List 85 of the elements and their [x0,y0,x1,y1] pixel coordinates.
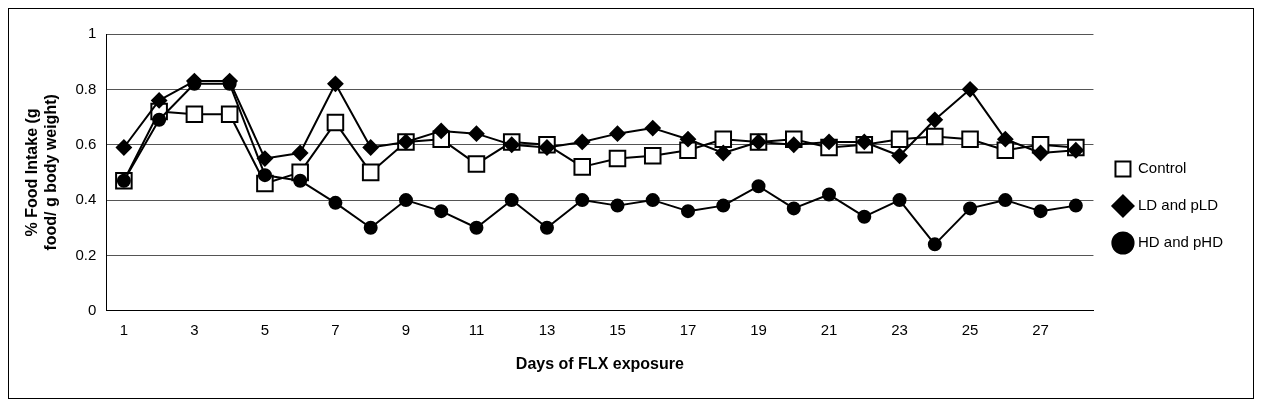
point [293,173,308,188]
point [573,158,592,176]
point [681,204,695,219]
point [892,193,907,208]
y-tick-label: 0.8 [75,79,97,97]
point [714,130,733,148]
point [608,149,627,168]
point [363,220,378,235]
x-tick-label: 13 [538,320,556,338]
point [328,195,343,210]
point [468,125,485,142]
point [643,147,662,165]
point [257,168,272,183]
x-tick-label: 1 [119,320,129,338]
point [115,139,132,156]
point [890,130,909,148]
x-tick-label: 19 [750,320,767,338]
point [716,198,731,213]
point [469,220,484,235]
point [434,204,449,219]
point [1068,198,1083,213]
legend-label: Control [1137,159,1187,177]
y-tick-label: 1 [87,24,97,42]
point [962,81,979,98]
point [151,92,168,109]
x-tick-label: 3 [190,320,199,338]
point [998,193,1013,208]
x-tick-label: 25 [961,320,979,338]
x-tick-label: 27 [1032,320,1049,338]
point [786,201,801,216]
x-tick-label: 9 [401,320,411,338]
point [538,139,555,156]
x-tick-label: 11 [468,320,485,338]
point [927,237,942,252]
point [152,112,167,127]
y-tick-label: 0.4 [75,190,97,208]
point [256,150,273,167]
point [609,125,626,142]
point [644,120,661,137]
y-tick-label: 0.2 [75,245,97,263]
point [926,111,943,128]
point [680,131,696,148]
point [467,155,486,173]
x-tick-label: 17 [679,320,697,338]
x-tick-label: 21 [820,320,838,338]
point [574,133,591,150]
point [997,131,1014,148]
point [398,193,413,208]
point [821,133,838,150]
point [292,145,309,162]
x-axis-title: Days of FLX exposure [515,354,684,372]
point [220,105,239,124]
y-tick-label: 0.6 [75,134,97,152]
point [963,201,978,216]
point [961,130,979,148]
legend-label: LD and pLD [1137,196,1219,214]
point [326,113,345,132]
point [857,209,872,224]
point [785,136,802,153]
x-tick-label: 23 [891,320,908,338]
point [751,179,766,194]
point [1033,204,1048,219]
legend-label: HD and pHD [1137,233,1224,251]
y-tick-label: 0 [87,300,97,318]
point [856,133,873,150]
point [433,122,450,139]
point [610,198,625,213]
point [1032,145,1049,162]
point [926,127,944,146]
point [185,105,204,124]
point [539,220,554,235]
point [822,187,837,202]
point [645,193,660,208]
point [327,75,344,92]
y-axis-title: % Food Intake (g food/ g body weight) [23,94,60,251]
point [1067,142,1084,159]
point [361,163,380,182]
point [504,193,519,208]
point [362,139,379,156]
point [715,145,732,162]
x-tick-label: 7 [331,320,340,338]
x-tick-label: 15 [609,320,626,338]
x-tick-label: 5 [260,320,270,338]
point [891,147,908,164]
point [575,193,590,208]
